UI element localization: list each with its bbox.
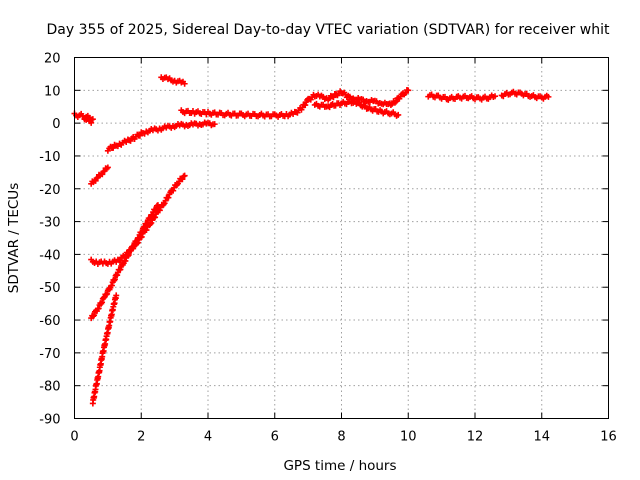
y-tick-label: -90 (39, 413, 60, 428)
x-tick-label: 8 (337, 430, 345, 445)
data-point (153, 206, 160, 213)
data-series (71, 74, 552, 407)
x-tick-label: 10 (400, 430, 417, 445)
data-point (138, 229, 145, 236)
x-tick-label: 4 (204, 430, 212, 445)
data-point (492, 93, 499, 100)
y-tick-label: 20 (44, 52, 61, 67)
series-4 (178, 87, 412, 120)
data-point (143, 227, 150, 234)
data-point (124, 252, 131, 259)
data-point (99, 299, 106, 306)
data-point (110, 144, 117, 151)
data-point (104, 290, 111, 297)
series-7 (498, 88, 552, 102)
data-point (154, 202, 161, 209)
grid-lines (74, 57, 609, 419)
data-point (545, 93, 552, 100)
data-point (302, 102, 309, 109)
data-point (330, 94, 337, 101)
x-tick-label: 14 (533, 430, 550, 445)
plot-frame (74, 57, 609, 419)
x-tick-labels: 0 2 4 6 8 10 12 14 16 (70, 430, 616, 445)
series-6 (425, 91, 499, 103)
data-point (211, 121, 218, 128)
y-tick-label: -30 (39, 216, 60, 231)
series-1 (88, 164, 111, 187)
x-tick-label: 0 (70, 430, 78, 445)
data-point (144, 220, 151, 227)
data-point (139, 229, 146, 236)
y-axis-label: SDTVAR / TECUs (6, 183, 22, 293)
x-tick-label: 12 (467, 430, 484, 445)
y-tick-label: -10 (39, 150, 60, 165)
series-2 (104, 119, 218, 154)
y-tick-label: 10 (44, 84, 61, 99)
data-point (122, 257, 129, 264)
y-tick-label: -50 (39, 281, 60, 296)
data-point (165, 194, 172, 201)
y-tick-label: -60 (39, 314, 60, 329)
series-5 (311, 98, 402, 119)
data-point (81, 116, 88, 123)
data-point (90, 313, 97, 320)
data-point (100, 294, 107, 301)
y-tick-label: -70 (39, 347, 60, 362)
data-point (395, 111, 402, 118)
data-point (104, 164, 111, 171)
data-point (113, 292, 120, 299)
data-point (89, 116, 96, 123)
data-point (181, 172, 188, 179)
data-point (136, 132, 143, 139)
data-point (179, 176, 186, 183)
x-tick-label: 6 (271, 430, 279, 445)
series-9 (88, 202, 161, 322)
y-tick-label: -20 (39, 183, 60, 198)
data-point (95, 305, 102, 312)
series-10 (89, 292, 120, 407)
y-tick-label: -80 (39, 380, 60, 395)
data-point (170, 187, 177, 194)
data-point (391, 99, 398, 106)
data-point (181, 80, 188, 87)
data-point (91, 312, 98, 319)
x-tick-label: 2 (137, 430, 145, 445)
data-point (149, 212, 156, 219)
x-tick-label: 16 (600, 430, 617, 445)
series-8 (88, 172, 188, 267)
data-point (393, 98, 400, 105)
data-point (92, 177, 99, 184)
y-tick-label: -40 (39, 248, 60, 263)
x-axis-label: GPS time / hours (283, 458, 396, 474)
series-3 (158, 74, 188, 87)
chart-title: Day 355 of 2025, Sidereal Day-to-day VTE… (47, 22, 610, 38)
data-point (125, 251, 132, 258)
data-point (405, 87, 412, 94)
data-point (117, 266, 124, 273)
series-0 (71, 110, 96, 126)
y-tick-label: 0 (52, 117, 60, 132)
data-point (130, 243, 137, 250)
data-point (135, 234, 142, 241)
y-tick-labels: 20 10 0 -10 -20 -30 -40 -50 -60 -70 -80 -90 (39, 52, 60, 428)
